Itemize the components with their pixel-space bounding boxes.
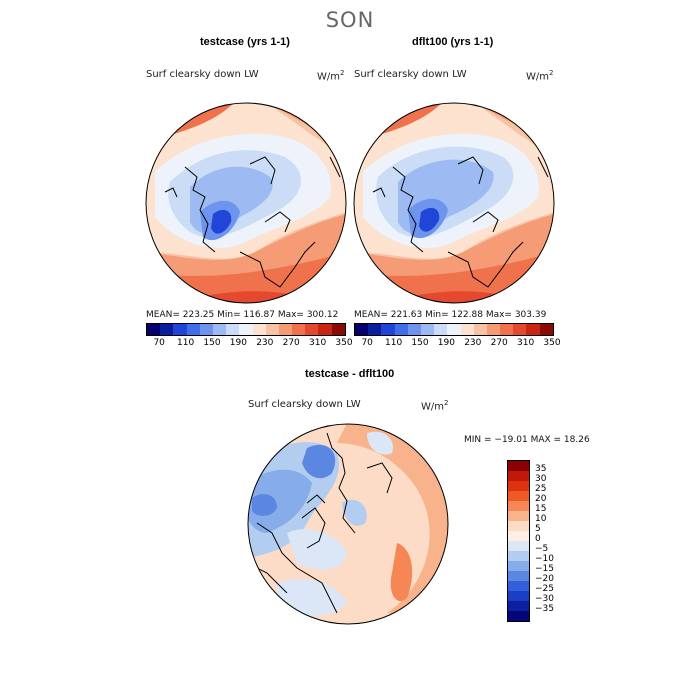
diff-colorbar-label: −25	[535, 584, 554, 594]
colorbar-swatch	[500, 324, 514, 335]
colorbar-swatch	[368, 324, 382, 335]
colorbar-swatch	[226, 324, 240, 335]
diff-panel-units: W/m2	[421, 399, 449, 413]
left-panel-stats: MEAN= 223.25 Min= 116.87 Max= 300.12	[146, 310, 339, 320]
left-polar-map	[145, 102, 347, 304]
right-panel-variable: Surf clearsky down LW	[354, 69, 467, 80]
colorbar-swatch	[381, 324, 395, 335]
diff-colorbar-label: 0	[535, 534, 541, 544]
diff-colorbar-swatch	[508, 471, 529, 481]
diff-colorbar-label: 30	[535, 474, 547, 484]
colorbar-label: 70	[153, 338, 165, 348]
diff-colorbar-swatch	[508, 561, 529, 571]
colorbar-swatch	[318, 324, 332, 335]
diff-colorbar-label: 15	[535, 504, 547, 514]
colorbar-swatch	[460, 324, 474, 335]
colorbar-swatch	[331, 324, 345, 335]
colorbar-label: 150	[203, 338, 221, 348]
right-panel-stats: MEAN= 221.63 Min= 122.88 Max= 303.39	[354, 310, 547, 320]
diff-colorbar	[507, 460, 530, 622]
colorbar-swatch	[173, 324, 187, 335]
diff-colorbar-label: −35	[535, 604, 554, 614]
colorbar-label: 190	[229, 338, 247, 348]
colorbar-label: 350	[543, 338, 561, 348]
diff-colorbar-swatch	[508, 581, 529, 591]
colorbar-swatch	[434, 324, 448, 335]
colorbar-label: 230	[464, 338, 482, 348]
diff-colorbar-swatch	[508, 611, 529, 621]
diff-panel-variable: Surf clearsky down LW	[248, 399, 361, 410]
colorbar-label: 350	[335, 338, 353, 348]
diff-panel-stats: MIN = −19.01 MAX = 18.26	[464, 435, 590, 445]
colorbar-swatch	[473, 324, 487, 335]
colorbar-label: 150	[411, 338, 429, 348]
diff-colorbar-label: 25	[535, 484, 547, 494]
colorbar-swatch	[486, 324, 501, 335]
colorbar-swatch	[199, 324, 213, 335]
colorbar-swatch	[539, 324, 553, 335]
diff-colorbar-label: −20	[535, 574, 554, 584]
diff-colorbar-label: 10	[535, 514, 547, 524]
diff-colorbar-label: −5	[535, 544, 549, 554]
colorbar-label: 270	[282, 338, 300, 348]
colorbar-swatch	[513, 324, 527, 335]
diff-colorbar-swatch	[508, 511, 529, 521]
colorbar-swatch	[355, 324, 369, 335]
diff-colorbar-label: 20	[535, 494, 547, 504]
colorbar-swatch	[265, 324, 279, 335]
colorbar-swatch	[447, 324, 461, 335]
left-colorbar	[146, 323, 346, 336]
diff-colorbar-swatch	[508, 591, 529, 601]
colorbar-swatch	[252, 324, 266, 335]
colorbar-label: 310	[517, 338, 535, 348]
colorbar-swatch	[212, 324, 227, 335]
diff-colorbar-label: 35	[535, 464, 547, 474]
left-panel-variable: Surf clearsky down LW	[146, 69, 259, 80]
right-panel-units: W/m2	[526, 69, 554, 83]
diff-colorbar-swatch	[508, 571, 529, 581]
colorbar-swatch	[147, 324, 161, 335]
diff-panel-title: testcase - dflt100	[305, 368, 395, 380]
colorbar-label: 190	[437, 338, 455, 348]
diff-colorbar-swatch	[508, 551, 529, 561]
colorbar-swatch	[292, 324, 306, 335]
diff-colorbar-swatch	[508, 491, 529, 501]
colorbar-swatch	[526, 324, 540, 335]
colorbar-swatch	[186, 324, 200, 335]
diff-colorbar-swatch	[508, 461, 529, 471]
colorbar-swatch	[420, 324, 435, 335]
diff-colorbar-swatch	[508, 501, 529, 511]
diff-colorbar-label: −30	[535, 594, 554, 604]
season-title: SON	[325, 8, 375, 32]
colorbar-label: 110	[177, 338, 195, 348]
diff-colorbar-label: −10	[535, 554, 554, 564]
colorbar-swatch	[407, 324, 421, 335]
left-panel-units: W/m2	[317, 69, 345, 83]
diff-colorbar-labels: 35 30 25 20 15 10 5 0 −5 −10 −15 −20 −25 −30 −35	[535, 460, 575, 620]
right-colorbar	[354, 323, 554, 336]
diff-colorbar-swatch	[508, 541, 529, 551]
diff-colorbar-label: 5	[535, 524, 541, 534]
diff-colorbar-swatch	[508, 531, 529, 541]
colorbar-swatch	[239, 324, 253, 335]
colorbar-swatch	[305, 324, 319, 335]
colorbar-label: 230	[256, 338, 274, 348]
colorbar-label: 70	[361, 338, 373, 348]
colorbar-label: 310	[309, 338, 327, 348]
right-polar-map	[353, 102, 555, 304]
diff-polar-map	[247, 423, 449, 625]
colorbar-swatch	[160, 324, 174, 335]
right-panel-title: dflt100 (yrs 1-1)	[412, 36, 494, 48]
colorbar-label: 270	[490, 338, 508, 348]
diff-colorbar-label: −15	[535, 564, 554, 574]
left-panel-title: testcase (yrs 1-1)	[200, 36, 290, 48]
colorbar-swatch	[394, 324, 408, 335]
diff-colorbar-swatch	[508, 481, 529, 491]
diff-colorbar-swatch	[508, 521, 529, 531]
colorbar-label: 110	[385, 338, 403, 348]
colorbar-swatch	[278, 324, 293, 335]
diff-colorbar-swatch	[508, 601, 529, 611]
